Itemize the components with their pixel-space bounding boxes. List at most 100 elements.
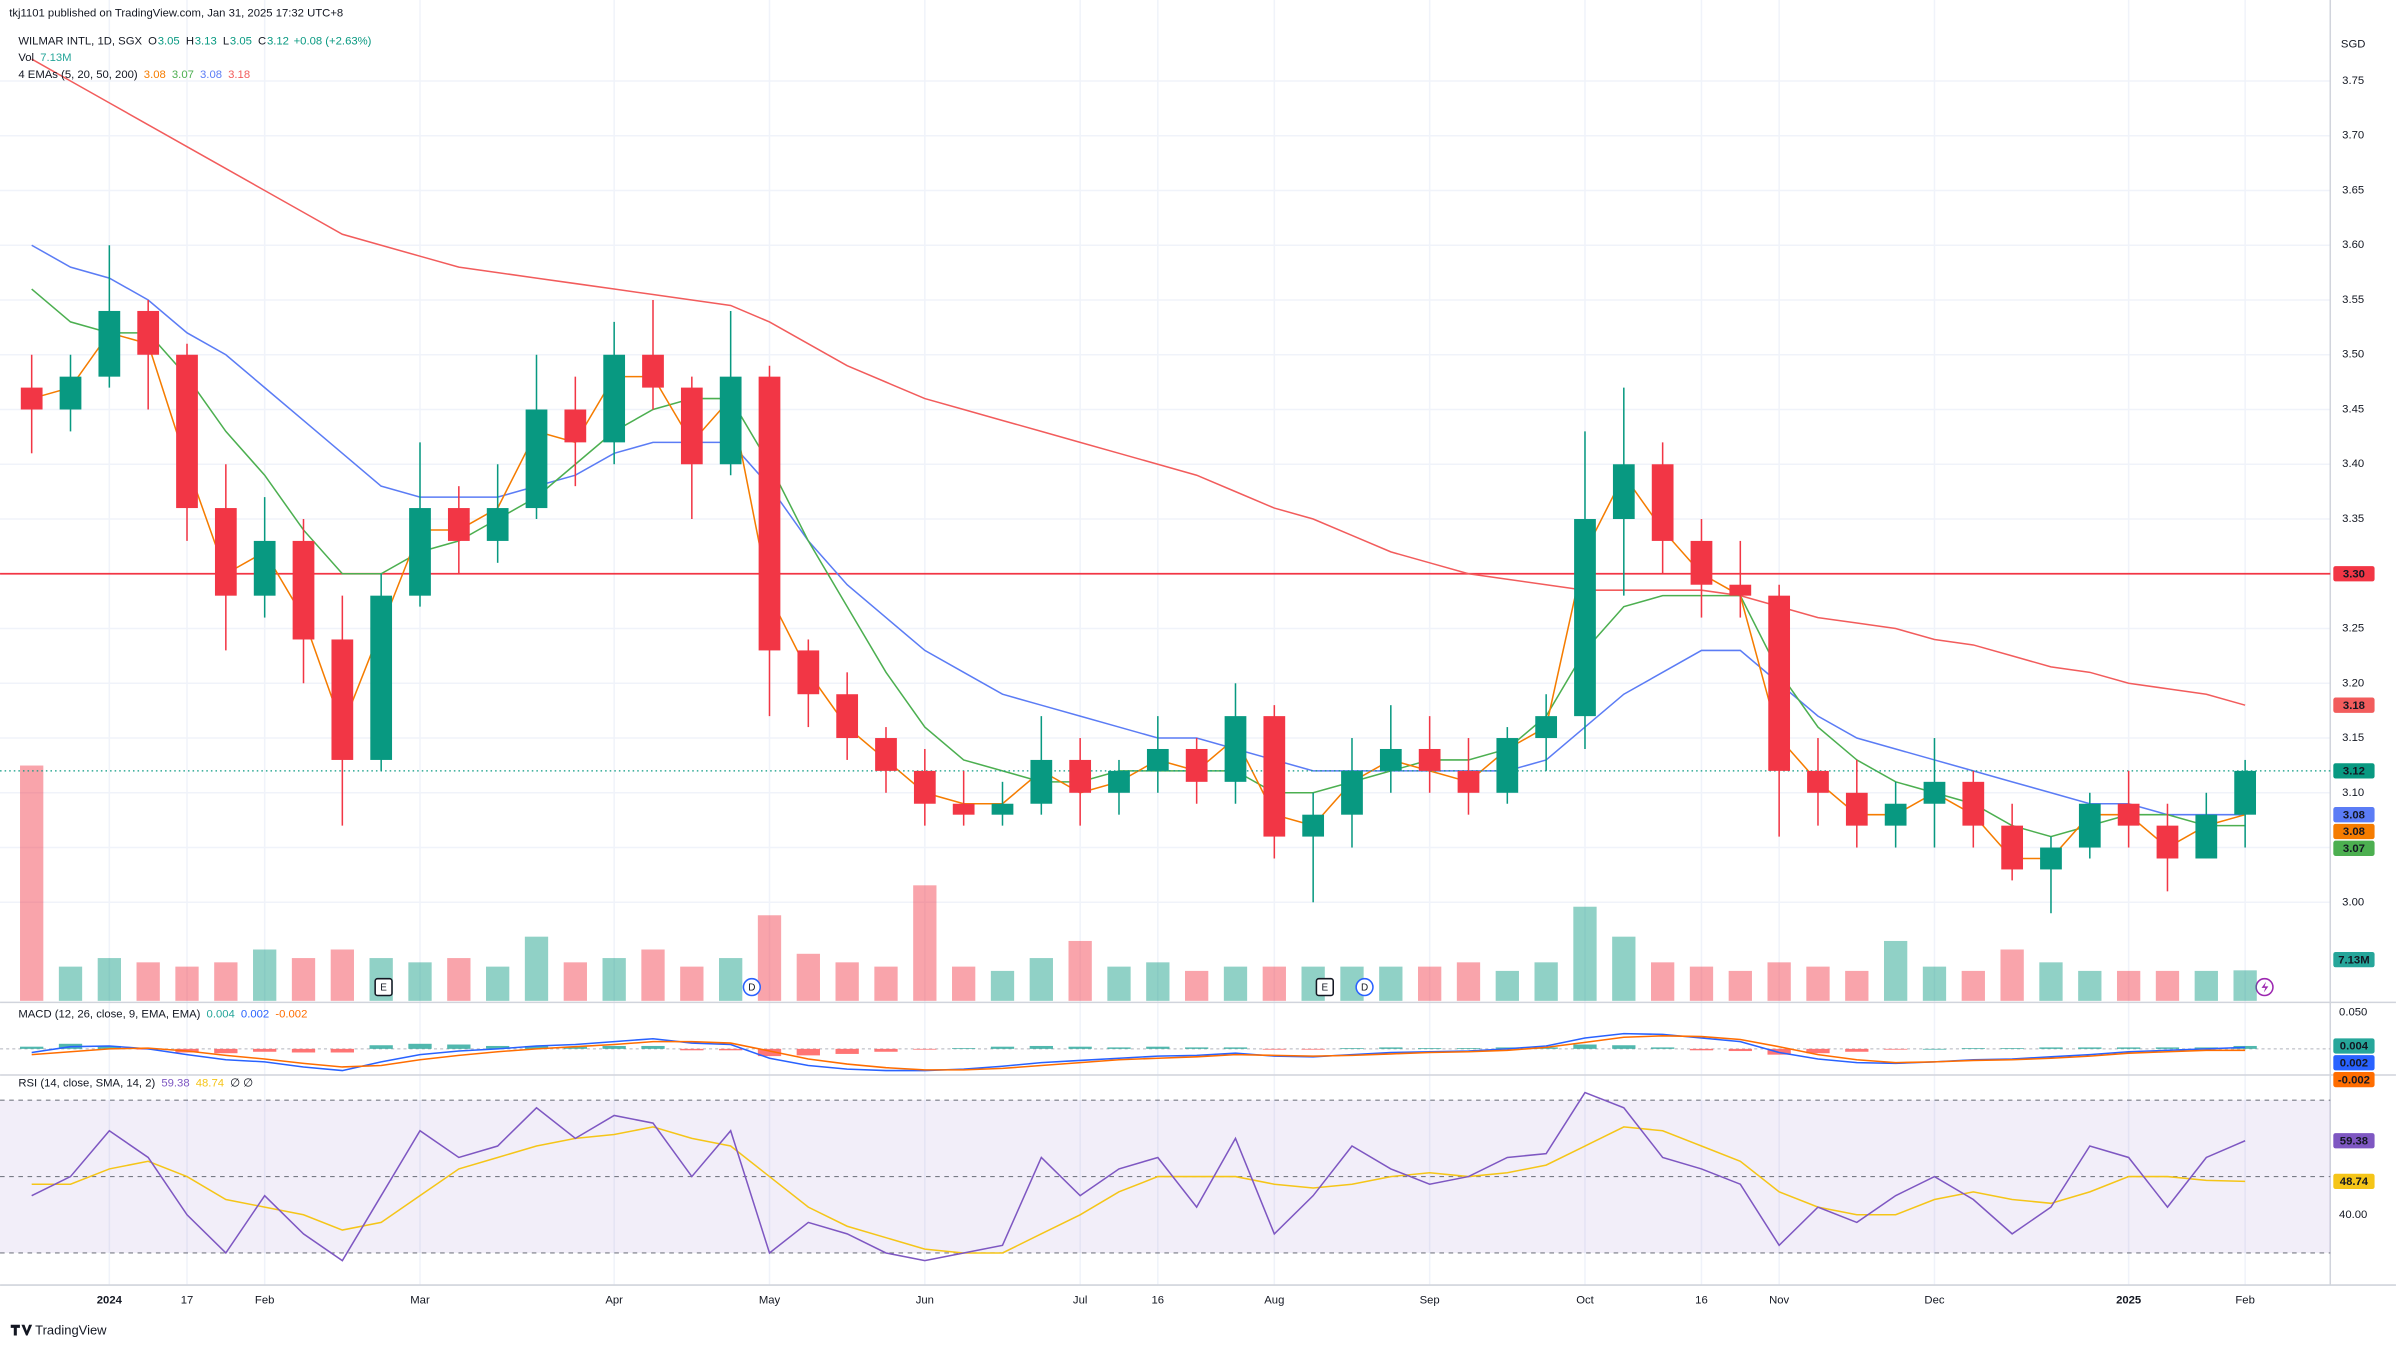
macd-histogram-bar xyxy=(1418,1048,1442,1049)
y-tick-label: 3.65 xyxy=(2342,184,2364,196)
volume-bar xyxy=(1146,962,1170,1001)
macd-histogram-bar xyxy=(2233,1045,2257,1049)
macd-histogram-bar xyxy=(1961,1048,1985,1049)
volume-bar xyxy=(1223,966,1248,1001)
macd-legend-value: -0.002 xyxy=(275,1009,307,1021)
volume-legend-value: 7.13M xyxy=(40,52,71,64)
macd-histogram-bar xyxy=(20,1046,44,1049)
volume-bar xyxy=(2194,970,2218,1001)
ema-legend-value: 3.07 xyxy=(172,69,194,81)
candle-body xyxy=(20,387,43,410)
volume-bar xyxy=(1728,970,1752,1001)
price-badge-label: 3.08 xyxy=(2343,809,2365,821)
candle-body xyxy=(409,508,431,596)
macd-histogram-bar xyxy=(408,1043,432,1049)
macd-histogram-bar xyxy=(1185,1047,1209,1049)
volume-bar xyxy=(1650,962,1675,1001)
volume-bar xyxy=(680,966,704,1001)
volume-bar xyxy=(719,958,743,1001)
macd-histogram-bar xyxy=(680,1048,704,1051)
volume-bar xyxy=(175,966,199,1001)
candle-body xyxy=(2156,825,2179,859)
macd-tick-label: 0.050 xyxy=(2339,1007,2367,1019)
alert-bolt xyxy=(2261,981,2269,993)
volume-bar xyxy=(874,966,898,1001)
macd-histogram-bar xyxy=(952,1048,976,1049)
macd-histogram-bar xyxy=(1068,1046,1092,1049)
event-marker[interactable] xyxy=(1355,977,1374,997)
macd-histogram-bar xyxy=(524,1045,549,1049)
price-badge xyxy=(2333,697,2375,713)
event-label: D xyxy=(1361,982,1368,993)
macd-histogram-bar xyxy=(214,1048,238,1054)
macd-histogram-bar xyxy=(874,1048,898,1052)
macd-histogram-bar xyxy=(253,1048,277,1052)
macd-histogram-bar xyxy=(796,1048,820,1056)
price-badge-label: 59.38 xyxy=(2340,1135,2368,1147)
volume-bar xyxy=(952,966,976,1001)
y-tick-label: 3.15 xyxy=(2342,732,2364,744)
macd-histogram-bar xyxy=(563,1046,587,1049)
price-badge xyxy=(2333,807,2375,823)
price-change: +0.08 (+2.63%) xyxy=(294,35,372,47)
volume-bar xyxy=(1456,962,1481,1001)
ohlc-value: 3.05 xyxy=(158,35,180,47)
price-badge-label: 0.004 xyxy=(2340,1041,2369,1053)
rsi-legend-extra: ∅ ∅ xyxy=(230,1077,253,1089)
macd-histogram-bar xyxy=(1806,1048,1830,1054)
candle-body xyxy=(1845,792,1868,826)
price-badge xyxy=(2333,952,2375,968)
price-badge-label: 3.07 xyxy=(2343,843,2365,855)
rsi-tick-label: 40.00 xyxy=(2339,1209,2367,1221)
price-badge-label: 3.08 xyxy=(2343,826,2365,838)
macd-histogram-bar xyxy=(719,1048,743,1051)
candle-body xyxy=(292,540,315,640)
macd-histogram-bar xyxy=(1223,1047,1248,1049)
y-tick-label: 3.25 xyxy=(2342,623,2364,635)
ema-legend-name: 4 EMAs (5, 20, 50, 200) xyxy=(18,69,138,81)
ema-legend-value: 3.08 xyxy=(144,69,166,81)
macd-histogram-bar xyxy=(641,1045,665,1049)
ohlc-value: 3.05 xyxy=(230,35,252,47)
legend: 4 EMAs (5, 20, 50, 200) 3.08 3.07 3.08 3.18 xyxy=(18,69,250,81)
volume-bar xyxy=(1612,936,1636,1001)
volume-bar xyxy=(97,958,121,1001)
macd-histogram-bar xyxy=(1845,1048,1869,1052)
macd-histogram-bar xyxy=(1883,1048,1908,1050)
event-marker[interactable] xyxy=(742,977,761,997)
volume-bar xyxy=(1767,962,1791,1001)
price-badge xyxy=(2333,763,2375,779)
x-tick-label: Jul xyxy=(1073,1294,1087,1306)
ema-line xyxy=(31,58,2246,706)
volume-bar xyxy=(214,962,238,1001)
volume-bar xyxy=(1068,940,1092,1001)
y-tick-label: 3.35 xyxy=(2342,513,2364,525)
event-marker xyxy=(374,977,393,997)
x-tick-label: Nov xyxy=(1769,1294,1789,1306)
price-badge-label: 48.74 xyxy=(2340,1176,2369,1188)
macd-histogram-bar xyxy=(1107,1047,1131,1049)
candle-body xyxy=(1535,716,1558,739)
y-tick-label: 3.75 xyxy=(2342,75,2364,87)
rsi-legend-value: 59.38 xyxy=(161,1077,189,1089)
macd-legend-value: 0.004 xyxy=(207,1009,235,1021)
candle-body xyxy=(447,508,470,541)
volume-bar xyxy=(913,885,937,1001)
rsi-legend-name: RSI (14, close, SMA, 14, 2) xyxy=(18,1077,155,1089)
candle-body xyxy=(1224,716,1247,782)
macd-legend-value: 0.002 xyxy=(241,1009,269,1021)
x-tick-label: Sep xyxy=(1420,1294,1440,1306)
volume-bar xyxy=(1806,966,1830,1001)
ohlc-label: C xyxy=(258,35,266,47)
price-badge xyxy=(2333,1055,2375,1071)
y-tick-label: 3.00 xyxy=(2342,896,2364,908)
candle-body xyxy=(331,639,354,760)
rsi-line xyxy=(31,1126,2246,1254)
macd-histogram-bar xyxy=(2039,1047,2063,1049)
volume-bar xyxy=(486,966,510,1001)
x-tick-label: 16 xyxy=(1152,1294,1165,1306)
candle-body xyxy=(836,694,859,739)
candle-body xyxy=(2040,847,2062,870)
